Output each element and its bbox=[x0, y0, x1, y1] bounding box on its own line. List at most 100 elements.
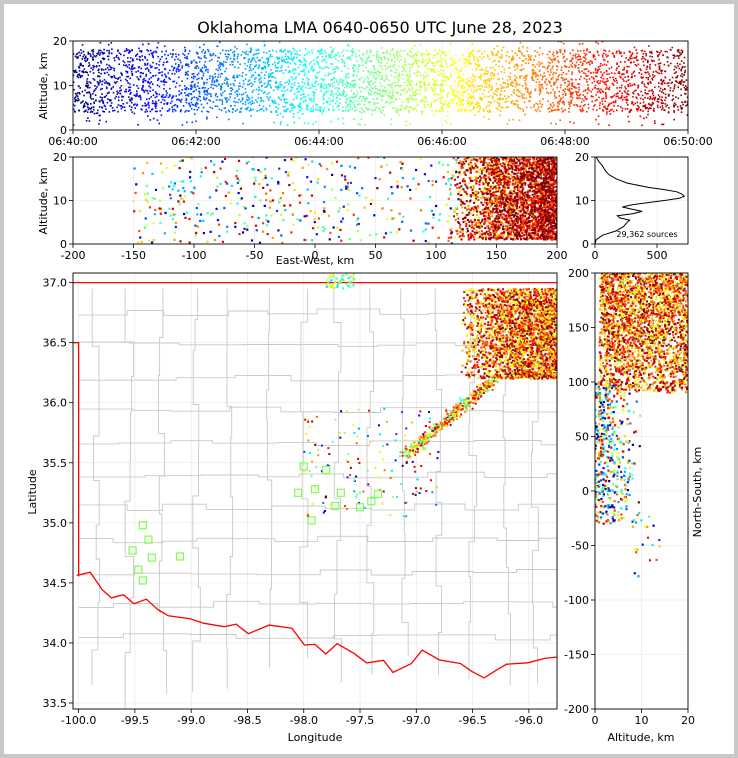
source-point bbox=[369, 60, 372, 62]
source-point bbox=[311, 67, 313, 69]
source-point bbox=[675, 76, 677, 79]
source-point bbox=[174, 58, 176, 61]
source-point bbox=[527, 91, 530, 93]
source-point bbox=[329, 46, 332, 49]
source-point bbox=[561, 238, 563, 240]
source-point bbox=[428, 56, 430, 59]
source-point bbox=[332, 108, 335, 110]
source-point bbox=[388, 102, 391, 105]
source-point bbox=[515, 83, 518, 85]
source-point bbox=[648, 45, 650, 47]
source-point bbox=[249, 108, 252, 110]
source-point bbox=[182, 53, 184, 55]
source-point bbox=[197, 98, 200, 100]
source-point bbox=[490, 101, 493, 104]
source-point bbox=[433, 82, 436, 85]
source-point bbox=[478, 97, 481, 99]
source-point bbox=[351, 84, 354, 86]
source-point bbox=[497, 166, 500, 169]
source-point bbox=[190, 101, 193, 104]
source-point bbox=[502, 46, 505, 49]
source-point bbox=[485, 181, 488, 184]
source-point bbox=[207, 68, 209, 71]
source-point bbox=[624, 98, 627, 101]
source-point bbox=[275, 111, 278, 113]
source-point bbox=[389, 69, 392, 72]
source-point bbox=[297, 82, 300, 85]
source-point bbox=[562, 93, 564, 96]
source-point bbox=[380, 62, 382, 65]
source-point bbox=[488, 91, 490, 93]
source-point bbox=[259, 59, 262, 61]
source-point bbox=[279, 80, 282, 83]
source-point bbox=[132, 84, 135, 86]
source-point bbox=[407, 80, 410, 83]
source-point bbox=[514, 79, 517, 82]
source-point bbox=[652, 71, 655, 73]
source-point bbox=[355, 109, 358, 112]
source-point bbox=[500, 106, 503, 109]
source-point bbox=[236, 74, 238, 77]
source-point bbox=[488, 168, 491, 171]
source-point bbox=[560, 194, 562, 196]
source-point bbox=[491, 187, 494, 190]
source-point bbox=[669, 79, 671, 81]
source-point bbox=[117, 96, 120, 98]
source-point bbox=[214, 84, 216, 87]
source-point bbox=[458, 80, 461, 82]
source-point bbox=[186, 94, 189, 96]
source-point bbox=[180, 98, 183, 101]
source-point bbox=[280, 83, 283, 86]
source-point bbox=[271, 55, 273, 58]
source-point bbox=[343, 62, 346, 65]
source-point bbox=[188, 50, 191, 52]
source-point bbox=[501, 165, 504, 168]
source-point bbox=[110, 99, 112, 102]
source-point bbox=[663, 79, 665, 82]
source-point bbox=[268, 76, 270, 79]
source-point bbox=[410, 83, 412, 86]
source-point bbox=[651, 73, 654, 76]
source-point bbox=[459, 104, 461, 107]
source-point bbox=[218, 61, 221, 64]
source-point bbox=[292, 107, 295, 110]
source-point bbox=[596, 75, 598, 78]
source-point bbox=[219, 68, 222, 71]
source-point bbox=[149, 82, 151, 85]
source-point bbox=[226, 97, 228, 100]
source-point bbox=[633, 46, 636, 49]
source-point bbox=[618, 52, 621, 55]
source-point bbox=[391, 91, 394, 94]
source-point bbox=[648, 66, 651, 68]
source-point bbox=[594, 99, 597, 102]
source-point bbox=[533, 104, 536, 106]
source-point bbox=[323, 93, 326, 95]
source-point bbox=[365, 61, 368, 64]
source-point bbox=[600, 62, 602, 65]
source-point bbox=[500, 49, 503, 52]
source-point bbox=[560, 162, 562, 164]
source-point bbox=[468, 53, 471, 55]
source-point bbox=[659, 62, 661, 65]
source-point bbox=[375, 91, 377, 94]
source-point bbox=[74, 97, 76, 99]
source-point bbox=[562, 56, 565, 59]
source-point bbox=[581, 70, 583, 73]
source-point bbox=[518, 75, 521, 78]
source-point bbox=[104, 105, 107, 108]
source-point bbox=[312, 107, 315, 110]
source-point bbox=[101, 93, 103, 95]
source-point bbox=[508, 61, 511, 63]
source-point bbox=[210, 86, 212, 89]
source-point bbox=[119, 87, 121, 89]
source-point bbox=[452, 102, 455, 105]
source-point bbox=[232, 51, 234, 54]
source-point bbox=[372, 76, 375, 79]
source-point bbox=[343, 91, 346, 93]
source-point bbox=[267, 97, 270, 100]
source-point bbox=[613, 100, 615, 103]
source-point bbox=[211, 81, 213, 83]
source-point bbox=[195, 67, 197, 70]
source-point bbox=[583, 99, 585, 102]
source-point bbox=[332, 99, 335, 101]
